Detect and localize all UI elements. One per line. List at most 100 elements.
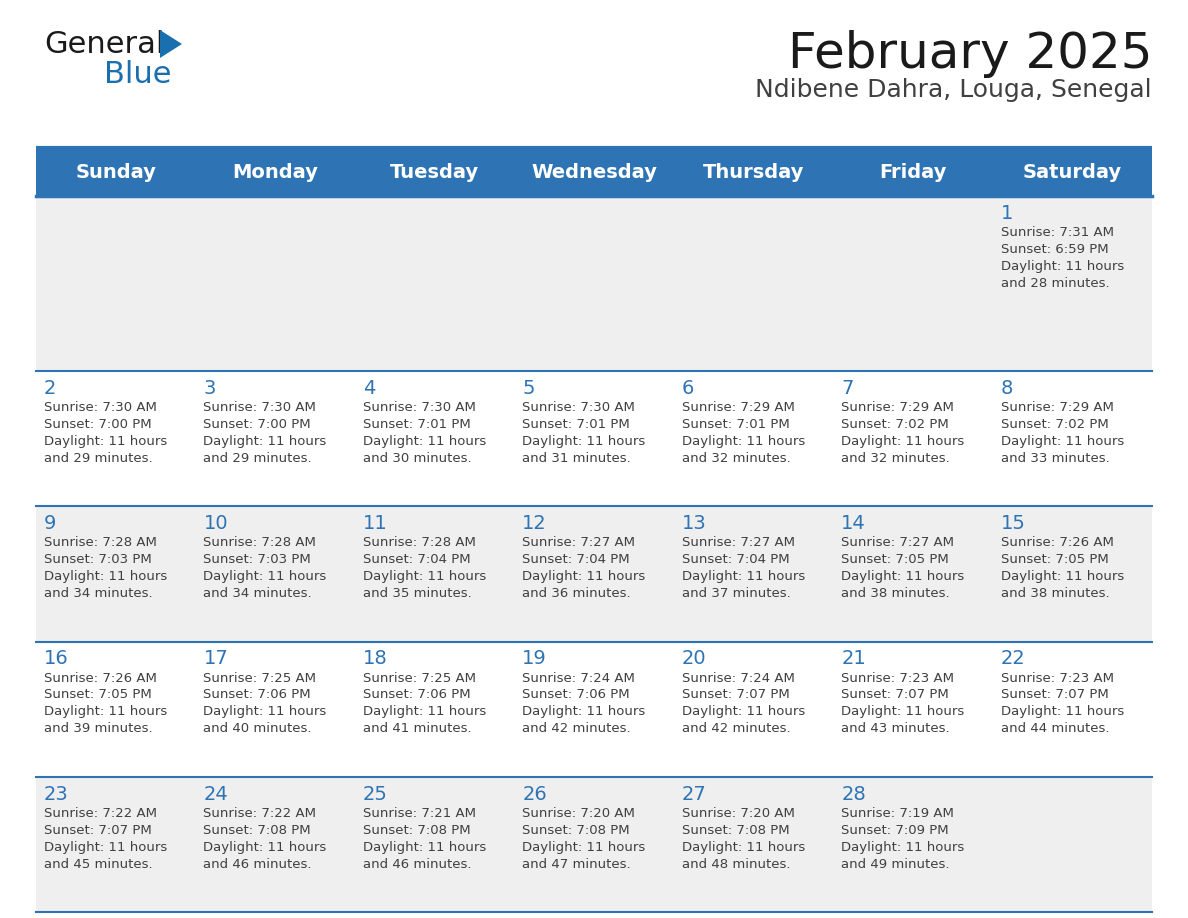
- Text: Sunrise: 7:28 AM: Sunrise: 7:28 AM: [362, 536, 475, 549]
- Text: Sunset: 7:00 PM: Sunset: 7:00 PM: [44, 418, 152, 431]
- Text: and 28 minutes.: and 28 minutes.: [1000, 277, 1110, 290]
- Text: Sunrise: 7:20 AM: Sunrise: 7:20 AM: [682, 807, 795, 820]
- Text: Sunrise: 7:28 AM: Sunrise: 7:28 AM: [203, 536, 316, 549]
- Text: Sunrise: 7:30 AM: Sunrise: 7:30 AM: [362, 401, 475, 414]
- Text: 20: 20: [682, 650, 707, 668]
- Text: Daylight: 11 hours: Daylight: 11 hours: [523, 570, 645, 583]
- Text: 25: 25: [362, 785, 387, 804]
- Text: Sunset: 7:06 PM: Sunset: 7:06 PM: [523, 688, 630, 701]
- Bar: [36, 371, 1152, 506]
- Bar: [36, 196, 1152, 371]
- Text: Thursday: Thursday: [703, 162, 804, 182]
- Text: and 32 minutes.: and 32 minutes.: [841, 452, 950, 465]
- Text: 14: 14: [841, 514, 866, 533]
- Text: 9: 9: [44, 514, 56, 533]
- Text: and 47 minutes.: and 47 minutes.: [523, 857, 631, 871]
- Text: Sunrise: 7:26 AM: Sunrise: 7:26 AM: [1000, 536, 1113, 549]
- Polygon shape: [160, 30, 182, 58]
- Text: Sunrise: 7:27 AM: Sunrise: 7:27 AM: [682, 536, 795, 549]
- Text: Sunrise: 7:24 AM: Sunrise: 7:24 AM: [523, 671, 636, 685]
- Text: Sunset: 7:03 PM: Sunset: 7:03 PM: [44, 554, 152, 566]
- Text: Sunset: 7:08 PM: Sunset: 7:08 PM: [362, 823, 470, 836]
- Text: February 2025: February 2025: [788, 30, 1152, 78]
- Text: Blue: Blue: [105, 60, 171, 89]
- Text: and 49 minutes.: and 49 minutes.: [841, 857, 949, 871]
- Text: 6: 6: [682, 379, 694, 398]
- Bar: [36, 148, 1152, 196]
- Text: and 46 minutes.: and 46 minutes.: [362, 857, 472, 871]
- Text: Sunset: 6:59 PM: Sunset: 6:59 PM: [1000, 243, 1108, 256]
- Text: Monday: Monday: [232, 162, 318, 182]
- Text: Sunset: 7:05 PM: Sunset: 7:05 PM: [1000, 554, 1108, 566]
- Text: Sunset: 7:04 PM: Sunset: 7:04 PM: [682, 554, 789, 566]
- Text: Ndibene Dahra, Louga, Senegal: Ndibene Dahra, Louga, Senegal: [756, 78, 1152, 102]
- Text: Daylight: 11 hours: Daylight: 11 hours: [523, 706, 645, 719]
- Text: Sunrise: 7:31 AM: Sunrise: 7:31 AM: [1000, 226, 1113, 239]
- Text: Daylight: 11 hours: Daylight: 11 hours: [362, 841, 486, 854]
- Text: Sunset: 7:07 PM: Sunset: 7:07 PM: [1000, 688, 1108, 701]
- Text: Daylight: 11 hours: Daylight: 11 hours: [203, 570, 327, 583]
- Text: Sunset: 7:04 PM: Sunset: 7:04 PM: [523, 554, 630, 566]
- Text: Sunrise: 7:20 AM: Sunrise: 7:20 AM: [523, 807, 636, 820]
- Text: 18: 18: [362, 650, 387, 668]
- Text: Sunset: 7:06 PM: Sunset: 7:06 PM: [203, 688, 311, 701]
- Text: Sunset: 7:02 PM: Sunset: 7:02 PM: [841, 418, 949, 431]
- Text: 4: 4: [362, 379, 375, 398]
- Text: Daylight: 11 hours: Daylight: 11 hours: [523, 841, 645, 854]
- Text: Sunset: 7:09 PM: Sunset: 7:09 PM: [841, 823, 949, 836]
- Text: Sunset: 7:01 PM: Sunset: 7:01 PM: [682, 418, 790, 431]
- Text: Sunrise: 7:21 AM: Sunrise: 7:21 AM: [362, 807, 476, 820]
- Text: Sunrise: 7:22 AM: Sunrise: 7:22 AM: [44, 807, 157, 820]
- Text: 26: 26: [523, 785, 546, 804]
- Text: 23: 23: [44, 785, 69, 804]
- Text: 8: 8: [1000, 379, 1013, 398]
- Text: 16: 16: [44, 650, 69, 668]
- Text: Daylight: 11 hours: Daylight: 11 hours: [841, 570, 965, 583]
- Text: Sunrise: 7:25 AM: Sunrise: 7:25 AM: [362, 671, 476, 685]
- Text: and 42 minutes.: and 42 minutes.: [682, 722, 790, 735]
- Bar: [36, 506, 1152, 642]
- Text: and 30 minutes.: and 30 minutes.: [362, 452, 472, 465]
- Text: 13: 13: [682, 514, 707, 533]
- Text: Sunrise: 7:26 AM: Sunrise: 7:26 AM: [44, 671, 157, 685]
- Text: Sunset: 7:08 PM: Sunset: 7:08 PM: [203, 823, 311, 836]
- Text: and 32 minutes.: and 32 minutes.: [682, 452, 790, 465]
- Text: 24: 24: [203, 785, 228, 804]
- Text: and 34 minutes.: and 34 minutes.: [203, 588, 312, 600]
- Text: Sunset: 7:05 PM: Sunset: 7:05 PM: [841, 554, 949, 566]
- Text: 7: 7: [841, 379, 853, 398]
- Text: and 42 minutes.: and 42 minutes.: [523, 722, 631, 735]
- Bar: [36, 777, 1152, 912]
- Text: Sunset: 7:00 PM: Sunset: 7:00 PM: [203, 418, 311, 431]
- Text: 3: 3: [203, 379, 216, 398]
- Text: Sunrise: 7:29 AM: Sunrise: 7:29 AM: [841, 401, 954, 414]
- Text: and 35 minutes.: and 35 minutes.: [362, 588, 472, 600]
- Text: Daylight: 11 hours: Daylight: 11 hours: [682, 706, 805, 719]
- Text: and 36 minutes.: and 36 minutes.: [523, 588, 631, 600]
- Text: Sunset: 7:04 PM: Sunset: 7:04 PM: [362, 554, 470, 566]
- Text: and 38 minutes.: and 38 minutes.: [841, 588, 949, 600]
- Text: 17: 17: [203, 650, 228, 668]
- Text: Daylight: 11 hours: Daylight: 11 hours: [1000, 260, 1124, 273]
- Text: Sunset: 7:06 PM: Sunset: 7:06 PM: [362, 688, 470, 701]
- Text: Sunday: Sunday: [75, 162, 156, 182]
- Text: Daylight: 11 hours: Daylight: 11 hours: [362, 570, 486, 583]
- Text: and 29 minutes.: and 29 minutes.: [44, 452, 152, 465]
- Text: Saturday: Saturday: [1023, 162, 1121, 182]
- Text: 10: 10: [203, 514, 228, 533]
- Text: Wednesday: Wednesday: [531, 162, 657, 182]
- Text: and 45 minutes.: and 45 minutes.: [44, 857, 152, 871]
- Text: Daylight: 11 hours: Daylight: 11 hours: [841, 841, 965, 854]
- Text: 28: 28: [841, 785, 866, 804]
- Text: and 31 minutes.: and 31 minutes.: [523, 452, 631, 465]
- Text: and 43 minutes.: and 43 minutes.: [841, 722, 949, 735]
- Bar: [36, 642, 1152, 777]
- Text: 19: 19: [523, 650, 546, 668]
- Text: Daylight: 11 hours: Daylight: 11 hours: [203, 435, 327, 448]
- Text: Daylight: 11 hours: Daylight: 11 hours: [362, 706, 486, 719]
- Text: Daylight: 11 hours: Daylight: 11 hours: [44, 841, 168, 854]
- Text: Daylight: 11 hours: Daylight: 11 hours: [203, 706, 327, 719]
- Text: Sunrise: 7:30 AM: Sunrise: 7:30 AM: [44, 401, 157, 414]
- Text: Sunset: 7:01 PM: Sunset: 7:01 PM: [523, 418, 630, 431]
- Text: Sunrise: 7:24 AM: Sunrise: 7:24 AM: [682, 671, 795, 685]
